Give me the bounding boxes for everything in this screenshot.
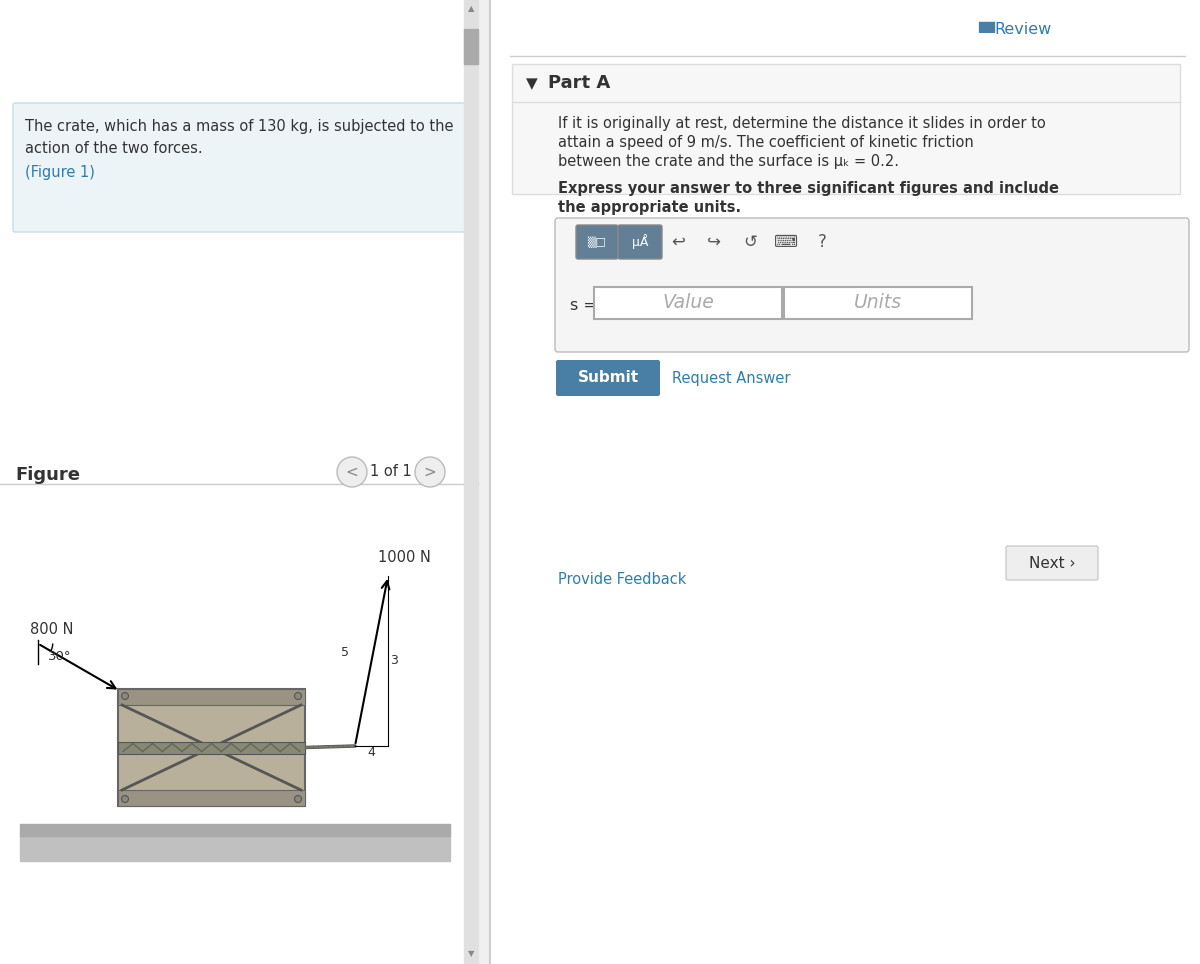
Text: ▼: ▼ (526, 76, 538, 91)
Text: Units: Units (854, 293, 902, 312)
Text: ↺: ↺ (743, 233, 757, 251)
Text: Part A: Part A (548, 74, 611, 92)
Text: Provide Feedback: Provide Feedback (558, 572, 686, 587)
Circle shape (337, 457, 367, 487)
Text: ██: ██ (978, 22, 995, 33)
Text: between the crate and the surface is μₖ = 0.2.: between the crate and the surface is μₖ … (558, 154, 899, 169)
Circle shape (121, 795, 128, 802)
Circle shape (294, 795, 301, 802)
Text: 3: 3 (390, 655, 398, 667)
FancyBboxPatch shape (1006, 546, 1098, 580)
Bar (464, 0, 478, 964)
FancyBboxPatch shape (13, 103, 478, 232)
Bar (118, 790, 305, 806)
FancyBboxPatch shape (554, 218, 1189, 352)
FancyBboxPatch shape (594, 287, 782, 319)
Circle shape (121, 692, 128, 700)
Text: 5: 5 (341, 647, 349, 659)
Text: s =: s = (570, 298, 596, 312)
Text: ↪: ↪ (707, 233, 721, 251)
Text: ⌨: ⌨ (774, 233, 798, 251)
FancyBboxPatch shape (576, 225, 618, 259)
Text: Review: Review (994, 22, 1051, 37)
Circle shape (415, 457, 445, 487)
Text: attain a speed of 9 m/s. The coefficient of kinetic friction: attain a speed of 9 m/s. The coefficient… (558, 135, 973, 150)
Text: 30°: 30° (48, 650, 71, 662)
Bar (118, 689, 305, 806)
Bar (490, 0, 1200, 964)
Text: <: < (346, 465, 359, 479)
Text: ▲: ▲ (468, 4, 474, 13)
Text: 4: 4 (367, 746, 376, 759)
Text: Express your answer to three significant figures and include: Express your answer to three significant… (558, 181, 1060, 196)
Bar (464, 29, 478, 64)
Text: 1 of 1: 1 of 1 (370, 465, 412, 479)
Text: action of the two forces.: action of the two forces. (25, 141, 203, 156)
Text: Next ›: Next › (1028, 555, 1075, 571)
Bar (118, 689, 305, 705)
Bar (0, 0, 478, 964)
Text: μÅ: μÅ (632, 234, 648, 250)
Text: Submit: Submit (577, 370, 638, 386)
Text: ?: ? (817, 233, 827, 251)
Bar (20, 824, 450, 836)
Text: ↩: ↩ (671, 233, 685, 251)
FancyBboxPatch shape (784, 287, 972, 319)
Text: (Figure 1): (Figure 1) (25, 165, 95, 180)
Text: Figure: Figure (14, 466, 80, 484)
Text: Request Answer: Request Answer (672, 370, 791, 386)
Text: 1000 N: 1000 N (378, 550, 431, 566)
Text: >: > (424, 465, 437, 479)
FancyBboxPatch shape (512, 64, 1180, 194)
Text: ▒□: ▒□ (588, 236, 606, 248)
FancyBboxPatch shape (618, 225, 662, 259)
Text: Value: Value (662, 293, 714, 312)
Text: 800 N: 800 N (30, 622, 73, 637)
Text: the appropriate units.: the appropriate units. (558, 200, 742, 215)
Text: ▼: ▼ (468, 949, 474, 958)
FancyBboxPatch shape (556, 360, 660, 396)
Circle shape (294, 692, 301, 700)
Text: If it is originally at rest, determine the distance it slides in order to: If it is originally at rest, determine t… (558, 116, 1045, 131)
Bar (20, 836, 450, 861)
Bar (118, 741, 305, 754)
Text: The crate, which has a mass of 130 kg, is subjected to the: The crate, which has a mass of 130 kg, i… (25, 119, 454, 134)
